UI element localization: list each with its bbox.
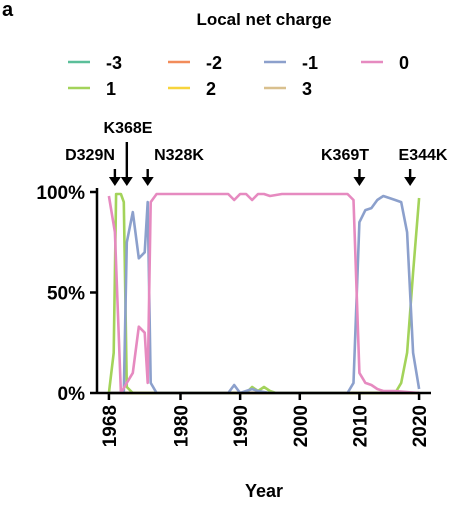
legend-label: -3 bbox=[106, 53, 122, 73]
arrow-down-icon bbox=[108, 177, 121, 186]
x-tick-label: 2000 bbox=[291, 405, 312, 447]
mutation-annotation: N328K bbox=[141, 147, 204, 186]
series-line bbox=[108, 194, 421, 395]
y-tick-label: 50% bbox=[47, 284, 85, 305]
x-tick-label: 2010 bbox=[350, 405, 371, 447]
series-line bbox=[107, 192, 420, 395]
series-line bbox=[107, 192, 421, 395]
mutation-label: E344K bbox=[399, 147, 448, 164]
x-tick-label: 1968 bbox=[100, 405, 121, 447]
legend-label: 3 bbox=[302, 79, 312, 99]
y-tick-label: 100% bbox=[36, 183, 85, 204]
legend-item: 0 bbox=[361, 53, 409, 73]
legend-label: 1 bbox=[106, 79, 116, 99]
legend-label: 0 bbox=[399, 53, 409, 73]
x-tick-label: 1990 bbox=[231, 405, 252, 447]
arrow-down-icon bbox=[353, 177, 366, 186]
mutation-label: K368E bbox=[104, 120, 153, 137]
arrow-down-icon bbox=[141, 177, 154, 186]
mutation-annotation: K368E bbox=[104, 120, 153, 186]
legend-label: 2 bbox=[206, 79, 216, 99]
legend-item: -3 bbox=[68, 53, 122, 73]
mutation-label: N328K bbox=[154, 147, 204, 164]
panel-label: a bbox=[2, 0, 14, 21]
legend-label: -1 bbox=[302, 53, 318, 73]
legend-item: 2 bbox=[168, 79, 216, 99]
x-tick-label: 1980 bbox=[172, 405, 193, 447]
mutation-label: D329N bbox=[65, 147, 115, 164]
series-layer bbox=[107, 192, 421, 395]
legend-item: 3 bbox=[264, 79, 312, 99]
mutation-annotation: E344K bbox=[399, 147, 448, 186]
x-axis-label: Year bbox=[245, 481, 283, 501]
x-tick-label: 2020 bbox=[410, 405, 431, 447]
legend-label: -2 bbox=[206, 53, 222, 73]
mutation-annotation: K369T bbox=[321, 147, 369, 186]
mutation-annotation: D329N bbox=[65, 147, 121, 186]
arrow-down-icon bbox=[120, 177, 133, 186]
mutation-label: K369T bbox=[321, 147, 369, 164]
arrow-down-icon bbox=[404, 177, 417, 186]
axes: 0% 50% 100% 1968 1980 1990 2000 2010 2020 bbox=[36, 183, 431, 447]
legend-item: -1 bbox=[264, 53, 318, 73]
legend-item: 1 bbox=[68, 79, 116, 99]
legend: -3 -2 -1 0 1 2 3 bbox=[68, 53, 409, 99]
legend-title: Local net charge bbox=[196, 10, 331, 29]
legend-item: -2 bbox=[168, 53, 222, 73]
y-tick-label: 0% bbox=[58, 384, 86, 405]
